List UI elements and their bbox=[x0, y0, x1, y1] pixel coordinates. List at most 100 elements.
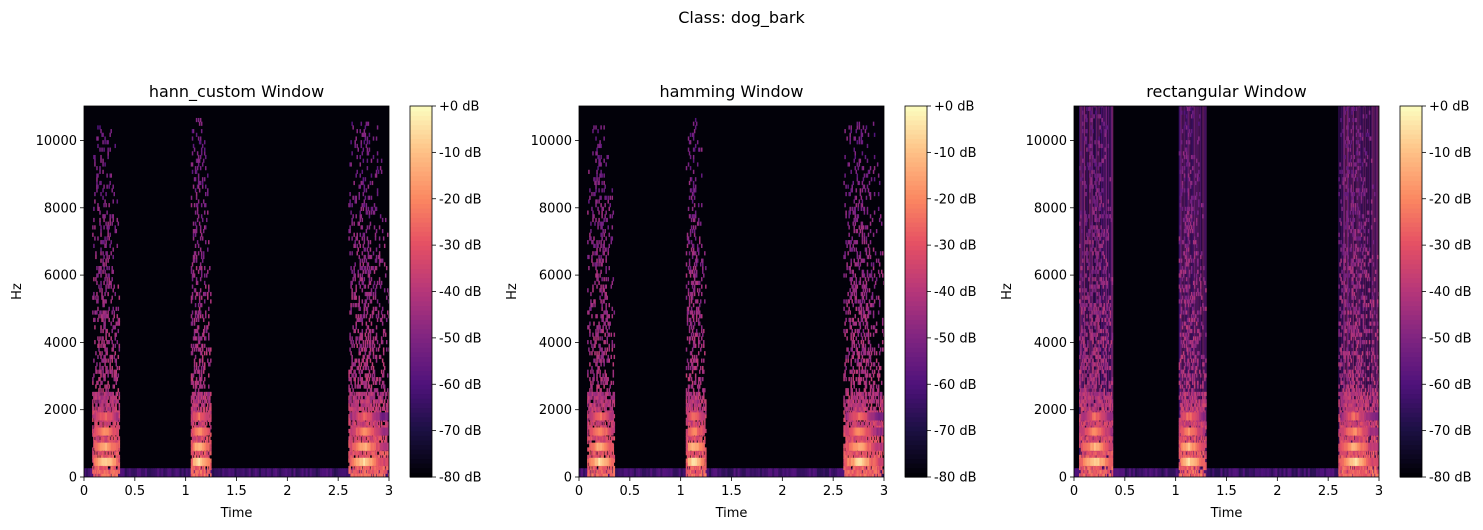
spectrum-cell bbox=[360, 454, 363, 459]
spectrum-cell bbox=[96, 280, 98, 286]
spectrum-cell bbox=[363, 473, 366, 477]
spectrum-cell bbox=[199, 391, 202, 397]
spectrum-cell bbox=[360, 451, 363, 456]
spectrum-cell bbox=[198, 391, 201, 397]
spectrum-cell bbox=[198, 291, 201, 297]
spectrum-cell bbox=[118, 410, 121, 415]
spectrum-cell bbox=[111, 354, 113, 360]
spectrum-cell bbox=[113, 310, 115, 315]
spectrum-cell bbox=[192, 469, 195, 474]
spectrum-cell bbox=[356, 421, 358, 426]
spectrum-cell bbox=[108, 273, 110, 278]
spectrum-cell bbox=[101, 240, 103, 245]
spectrum-cell bbox=[368, 454, 371, 459]
spectrum-cell bbox=[349, 414, 351, 419]
spectrum-cell bbox=[353, 369, 355, 374]
spectrum-cell bbox=[198, 362, 201, 367]
spectrum-cell bbox=[361, 151, 364, 156]
spectrum-cell bbox=[201, 177, 204, 182]
spectrum-cell bbox=[374, 336, 377, 341]
spectrum-cell bbox=[353, 436, 355, 441]
spectrum-cell bbox=[596, 388, 598, 393]
noise-floor-cell bbox=[780, 468, 783, 477]
spectrum-cell bbox=[696, 391, 699, 397]
spectrum-cell bbox=[612, 210, 615, 215]
spectrum-cell bbox=[97, 136, 99, 141]
spectrum-cell bbox=[93, 395, 95, 400]
spectrum-cell bbox=[105, 240, 107, 245]
spectrum-cell bbox=[696, 299, 699, 304]
spectrum-cell bbox=[208, 240, 210, 245]
spectrum-cell bbox=[100, 180, 102, 186]
spectrum-cell bbox=[371, 465, 374, 471]
spectrum-cell bbox=[359, 162, 362, 167]
colorbar-segment bbox=[410, 161, 432, 167]
noise-floor-cell bbox=[281, 468, 284, 477]
spectrum-cell bbox=[112, 217, 114, 223]
spectrum-cell bbox=[689, 269, 692, 274]
spectrum-cell bbox=[198, 336, 201, 341]
spectrum-cell bbox=[354, 199, 356, 204]
spectrum-cell bbox=[95, 454, 97, 459]
spectrum-cell bbox=[100, 129, 102, 134]
spectrum-cell bbox=[588, 391, 590, 397]
spectrum-cell bbox=[383, 469, 386, 474]
spectrum-cell bbox=[107, 140, 109, 145]
spectrum-cell bbox=[694, 184, 697, 189]
spectrum-cell bbox=[196, 151, 199, 156]
spectrum-cell bbox=[106, 465, 108, 471]
spectrum-cell bbox=[605, 284, 607, 289]
spectrum-cell bbox=[100, 273, 102, 278]
spectrum-cell bbox=[357, 365, 359, 371]
spectrum-cell bbox=[605, 217, 607, 223]
spectrum-cell bbox=[190, 458, 193, 463]
spectrum-cell bbox=[613, 310, 616, 315]
spectrum-cell bbox=[360, 347, 363, 352]
spectrum-cell bbox=[607, 402, 609, 408]
spectrum-cell bbox=[197, 310, 200, 315]
spectrum-cell bbox=[102, 343, 104, 348]
spectrum-cell bbox=[611, 340, 614, 345]
spectrum-cell bbox=[193, 391, 196, 397]
spectrum-cell bbox=[356, 454, 358, 459]
spectrum-cell bbox=[111, 358, 113, 363]
spectrum-cell bbox=[97, 354, 99, 360]
spectrum-cell bbox=[609, 203, 612, 208]
spectrum-cell bbox=[349, 399, 351, 404]
spectrum-cell bbox=[95, 369, 97, 374]
spectrum-cell bbox=[196, 184, 199, 189]
spectrum-cell bbox=[604, 332, 606, 337]
spectrum-cell bbox=[363, 140, 366, 145]
spectrum-cell bbox=[110, 439, 112, 445]
spectrum-cell bbox=[367, 454, 370, 459]
spectrum-cell bbox=[362, 206, 365, 211]
harmonic-cell bbox=[611, 427, 614, 436]
spectrum-cell bbox=[363, 236, 366, 241]
spectrum-cell bbox=[362, 269, 365, 274]
spectrum-cell bbox=[381, 258, 384, 263]
spectrum-cell bbox=[386, 399, 389, 404]
spectrum-cell bbox=[102, 269, 104, 274]
spectrum-cell bbox=[597, 439, 599, 445]
spectrum-cell bbox=[372, 295, 375, 300]
harmonic-cell bbox=[99, 442, 103, 451]
spectrum-cell bbox=[380, 454, 383, 459]
spectrum-cell bbox=[96, 184, 98, 189]
spectrum-cell bbox=[203, 147, 206, 152]
spectrum-cell bbox=[600, 288, 602, 293]
harmonic-cell bbox=[108, 442, 112, 451]
spectrum-cell bbox=[605, 380, 607, 385]
spectrum-cell bbox=[361, 454, 364, 459]
spectrum-cell bbox=[363, 421, 366, 426]
spectrum-cell bbox=[595, 136, 597, 141]
spectrum-cell bbox=[202, 454, 205, 459]
spectrum-cell bbox=[604, 321, 606, 326]
spectrum-cell bbox=[203, 280, 206, 286]
spectrum-cell bbox=[357, 221, 359, 226]
spectrum-cell bbox=[366, 465, 369, 471]
spectrum-cell bbox=[200, 214, 203, 219]
spectrum-cell bbox=[374, 388, 377, 393]
spectrum-cell bbox=[688, 295, 691, 300]
spectrum-cell bbox=[604, 473, 606, 477]
spectrum-cell bbox=[387, 451, 389, 456]
